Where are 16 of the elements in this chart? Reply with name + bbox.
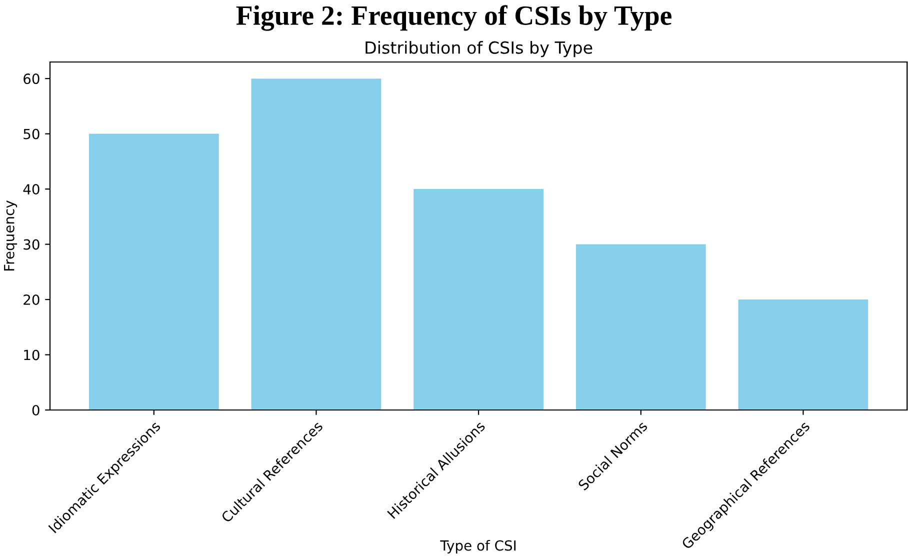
y-tick-label: 10 (24, 350, 40, 360)
y-axis-title: Frequency (4, 200, 18, 271)
bar (88, 134, 219, 410)
chart-title: Figure 2: Frequency of CSIs by Type (236, 5, 672, 31)
bar (251, 78, 382, 410)
bar (738, 300, 868, 410)
x-axis-title: Type of CSI (440, 540, 516, 554)
y-tick-label: 60 (24, 74, 40, 84)
y-tick-label: 40 (23, 184, 40, 195)
bar (414, 189, 544, 410)
y-tick-label: 50 (24, 128, 40, 140)
y-tick-label: 30 (24, 239, 40, 250)
y-tick-label: 0 (32, 404, 40, 416)
chart-subtitle: Distribution of CSIs by Type (366, 41, 592, 58)
y-tick-label: 20 (24, 294, 40, 305)
bar (576, 244, 706, 410)
